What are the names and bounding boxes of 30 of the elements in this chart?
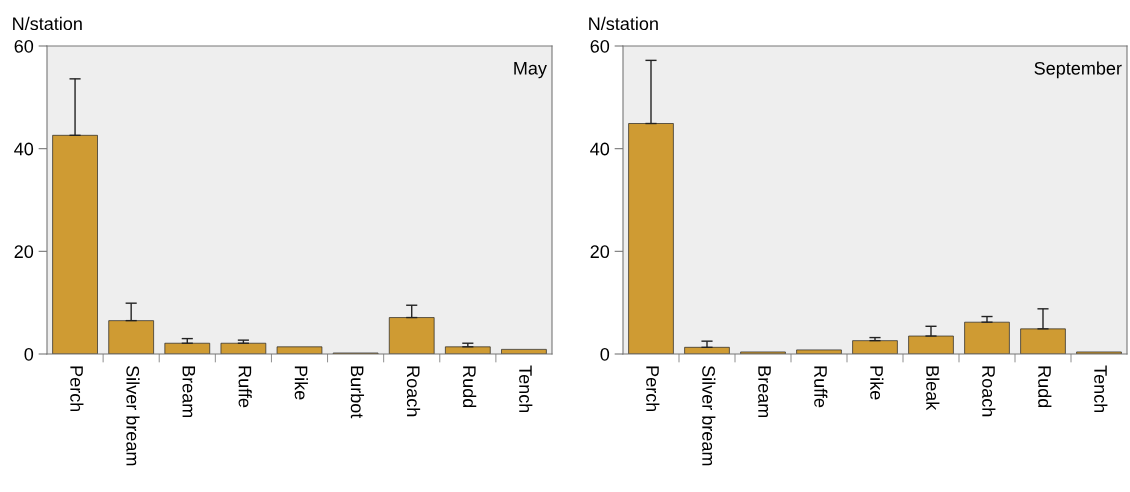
x-tick-label: Tench bbox=[1094, 365, 1108, 413]
y-tick-label: 40 bbox=[590, 142, 610, 156]
y-tick-label: 60 bbox=[14, 39, 34, 53]
x-tick-label: Perch bbox=[646, 366, 660, 412]
x-tick-label: Roach bbox=[982, 366, 996, 417]
x-tick-label: Bleak bbox=[926, 366, 940, 411]
y-tick-label: 40 bbox=[14, 142, 34, 156]
x-tick-label: Silver bream bbox=[126, 365, 140, 466]
x-tick-label: Tench bbox=[519, 365, 533, 413]
y-tick-label: 20 bbox=[14, 245, 34, 259]
x-tick-label: Bream bbox=[182, 366, 196, 418]
x-tick-label: Burbot bbox=[350, 366, 365, 419]
x-tick-label: Silver bream bbox=[702, 365, 716, 466]
x-tick-label: Pike bbox=[870, 366, 884, 400]
text: May bbox=[514, 62, 547, 79]
x-tick-label: Ruffe bbox=[814, 366, 828, 408]
x-tick-label: Rudd bbox=[462, 366, 477, 408]
y-axis-title: N/station bbox=[589, 16, 658, 31]
text: September bbox=[1034, 61, 1122, 79]
y-tick-label: 0 bbox=[600, 347, 610, 361]
x-tick-label: Roach bbox=[406, 366, 421, 417]
x-tick-label: Pike bbox=[294, 366, 308, 400]
y-axis-title: N/station bbox=[13, 16, 82, 31]
x-tick-label: Bream bbox=[758, 366, 771, 418]
y-tick-label: 60 bbox=[590, 39, 610, 53]
x-tick-label: Perch bbox=[70, 366, 84, 412]
y-tick-label: 0 bbox=[24, 347, 34, 361]
x-tick-label: Ruffe bbox=[238, 366, 252, 408]
x-tick-label: Rudd bbox=[1038, 366, 1052, 408]
y-tick-label: 20 bbox=[590, 245, 610, 259]
